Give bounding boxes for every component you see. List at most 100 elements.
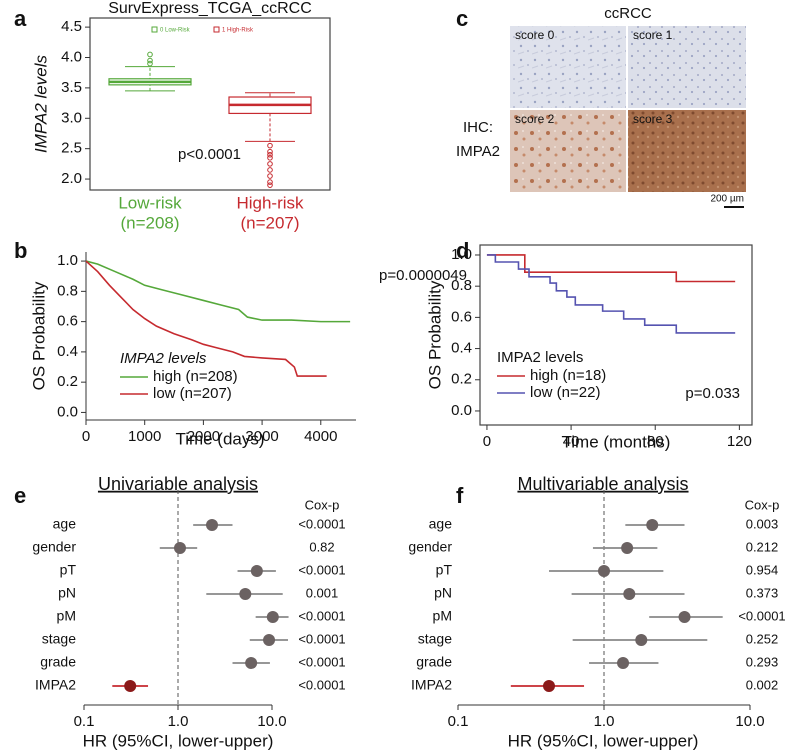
outlier <box>267 182 273 188</box>
row-label: IMPA2 <box>35 677 76 693</box>
hr-point <box>621 542 634 554</box>
hr-point <box>250 565 263 577</box>
row-label: grade <box>40 654 76 670</box>
x-tick-label: 120 <box>727 433 752 450</box>
hr-point <box>263 634 276 646</box>
annotation: p<0.0001 <box>178 146 241 163</box>
ihc-image <box>510 110 626 192</box>
y-tick-label: 0.8 <box>57 282 78 299</box>
legend-label: 0 Low-Risk <box>160 28 191 34</box>
hr-point <box>646 519 659 531</box>
survival-curve <box>85 260 327 377</box>
row-label: pN <box>434 585 452 601</box>
legend-title: IMPA2 levels <box>497 349 583 366</box>
y-tick-label: 4.0 <box>61 48 82 65</box>
y-tick-label: 0.4 <box>451 340 472 357</box>
y-tick-label: 2.0 <box>61 170 82 187</box>
y-tick-label: 3.5 <box>61 79 82 96</box>
row-label: pM <box>57 608 76 624</box>
outlier <box>147 60 153 67</box>
x-tick-label: 0.1 <box>448 713 469 730</box>
plot-frame <box>89 17 331 191</box>
cox-p: 0.954 <box>746 562 779 577</box>
y-tick-label: 0.0 <box>451 402 472 419</box>
hr-point <box>173 542 186 554</box>
x-tick-label: 10.0 <box>735 713 764 730</box>
y-tick-label: 0.8 <box>451 277 472 294</box>
column-header: Cox-p <box>745 497 780 512</box>
hr-point <box>635 634 648 646</box>
x-tick-label: 1.0 <box>594 713 615 730</box>
hr-point <box>542 680 555 692</box>
hr-point <box>239 588 252 600</box>
y-tick-label: 0.4 <box>57 343 78 360</box>
cox-p: 0.001 <box>306 585 339 600</box>
y-tick-label: 4.5 <box>61 18 82 35</box>
row-label: pT <box>436 562 453 578</box>
ihc-image <box>510 26 626 108</box>
annotation: p=0.033 <box>685 385 740 402</box>
row-label: grade <box>416 654 452 670</box>
panel-letter: c <box>456 6 468 31</box>
hr-point <box>206 519 219 531</box>
hr-point <box>678 611 691 623</box>
survival-curve <box>486 254 736 334</box>
x-tick-label: 40 <box>563 433 580 450</box>
x-tick-label: 1000 <box>128 428 161 445</box>
row-label: IMPA2 <box>411 677 452 693</box>
y-tick-label: 3.0 <box>61 109 82 126</box>
x-tick-label: 10.0 <box>257 713 286 730</box>
x-axis-label: Time (days) <box>175 429 264 448</box>
outlier <box>267 154 273 161</box>
hr-point <box>266 611 279 623</box>
legend-label: high (n=208) <box>153 368 238 385</box>
row-label: age <box>429 516 453 532</box>
x-tick-label: 1.0 <box>168 713 189 730</box>
tile-label: score 3 <box>633 112 673 126</box>
outlier <box>267 148 273 155</box>
x-tick-label: 4000 <box>304 428 337 445</box>
ihc-image <box>628 26 746 108</box>
row-label: age <box>53 516 77 532</box>
row-label: pT <box>60 562 77 578</box>
y-tick-label: 1.0 <box>451 246 472 263</box>
chart-title: Univariable analysis <box>98 474 258 494</box>
row-label: pN <box>58 585 76 601</box>
y-tick-label: 0.2 <box>451 371 472 388</box>
column-header: Cox-p <box>305 497 340 512</box>
cox-p: 0.212 <box>746 539 779 554</box>
panel-letter: b <box>14 238 27 263</box>
row-label: gender <box>408 539 452 555</box>
chart-title: SurvExpress_TCGA_ccRCC <box>108 0 312 17</box>
row-label: pM <box>433 608 452 624</box>
ihc-panel: c ccRCC IHC: IMPA2 score 0 score 1 score… <box>456 5 746 208</box>
y-axis-label: OS Probability <box>425 280 444 389</box>
cox-p: <0.0001 <box>298 608 345 623</box>
cox-p: <0.0001 <box>298 631 345 646</box>
row-label: stage <box>42 631 76 647</box>
outlier <box>267 151 273 158</box>
x-tick-label: 0.1 <box>74 713 95 730</box>
legend-swatch <box>151 26 158 33</box>
ihc-title: ccRCC <box>604 5 652 22</box>
tile-label: score 1 <box>633 28 673 42</box>
x-tick-label: 0 <box>483 433 491 450</box>
y-tick-label: 0.0 <box>57 403 78 420</box>
survival-curve <box>85 260 351 323</box>
x-tick-label: 3000 <box>245 428 278 445</box>
legend-title: IMPA2 levels <box>120 350 207 367</box>
panel-letter: f <box>456 483 464 508</box>
row-label: IHC: <box>463 119 493 136</box>
outlier <box>267 167 273 173</box>
y-tick-label: 0.2 <box>57 373 78 390</box>
cox-p: 0.002 <box>746 677 779 692</box>
hr-point <box>598 565 610 577</box>
plot-frame <box>479 244 753 426</box>
outlier <box>147 51 153 58</box>
annotation: p=0.0000049 <box>379 267 467 284</box>
x-tick-label: High-risk <box>236 193 304 212</box>
hr-point <box>245 657 258 669</box>
cox-p: 0.373 <box>746 585 779 600</box>
hr-point <box>617 657 630 669</box>
